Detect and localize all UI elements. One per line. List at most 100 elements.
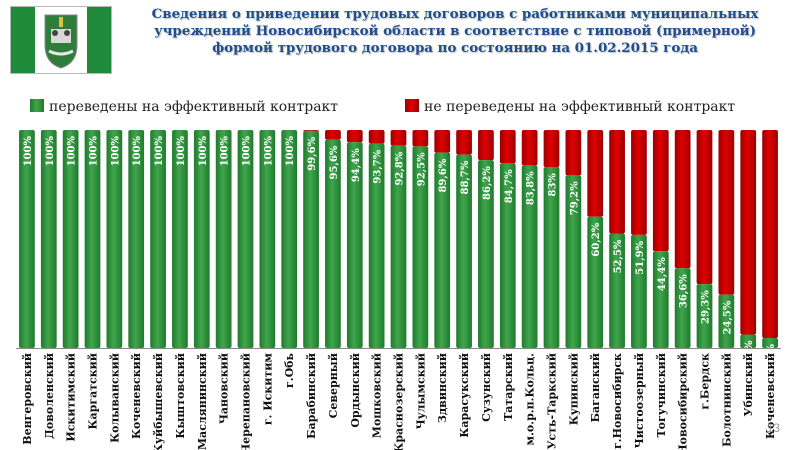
data-label: 29,3%: [701, 290, 712, 324]
data-label: 6,2%: [744, 340, 755, 367]
title-line-1: Сведения о приведении трудовых договоров…: [151, 6, 759, 22]
bar-converted: [652, 251, 669, 348]
data-label: 100%: [285, 136, 296, 167]
data-label: 94,4%: [351, 148, 362, 182]
bar-converted: [303, 130, 319, 348]
title-line-3: формой трудового договора по состоянию н…: [212, 40, 698, 56]
bar-converted: [740, 334, 757, 348]
bar-converted: [150, 130, 166, 348]
data-label: 84,7%: [504, 169, 515, 203]
data-label: 36,6%: [679, 274, 690, 308]
data-label: 24,5%: [722, 300, 733, 334]
data-label: 89,6%: [438, 158, 449, 192]
category-label: Ордынский: [349, 353, 362, 428]
legend-swatch-converted: [30, 99, 44, 112]
data-label: 100%: [45, 136, 56, 167]
bar-converted: [609, 233, 625, 348]
data-label: 44,4%: [657, 257, 668, 291]
bar-converted: [521, 165, 538, 348]
data-label: 100%: [242, 136, 253, 167]
data-label: 100%: [132, 136, 143, 167]
category-label: Краснозерский: [393, 353, 406, 450]
data-label: 100%: [198, 136, 209, 167]
category-label: Чановский: [218, 353, 231, 424]
category-label: Купинский: [567, 353, 580, 425]
category-label: Чулымский: [414, 353, 427, 429]
bar-not-converted: [434, 130, 451, 153]
bar-converted: [259, 130, 276, 348]
bar-not-converted: [368, 130, 385, 144]
data-label: 100%: [89, 136, 100, 167]
chart-bars: [19, 130, 778, 348]
bar-not-converted: [346, 130, 363, 143]
data-label: 99,6%: [307, 136, 318, 170]
bar-not-converted: [412, 130, 429, 147]
category-label: г.Новосибирск: [611, 353, 624, 449]
bar-converted: [368, 143, 385, 348]
bar-converted: [499, 163, 516, 348]
bar-not-converted: [565, 130, 582, 176]
legend-label-not-converted: не переведены на эффективный контракт: [424, 99, 735, 115]
bar-converted: [587, 216, 604, 348]
bar-not-converted: [740, 130, 757, 335]
bar-converted: [19, 130, 35, 348]
bar-converted: [434, 152, 451, 348]
bar-converted: [631, 234, 647, 348]
category-label: Колыванский: [108, 353, 121, 443]
data-label: 100%: [23, 136, 34, 167]
bar-not-converted: [718, 130, 735, 295]
data-label: 88,7%: [460, 160, 471, 194]
category-label: Искитимский: [65, 353, 78, 442]
data-label: 100%: [176, 136, 187, 167]
data-label: 100%: [220, 136, 231, 167]
data-label: 51,9%: [635, 240, 646, 274]
data-label: 83,8%: [526, 171, 537, 205]
bar-converted: [412, 146, 429, 348]
bar-converted: [346, 142, 363, 348]
bar-not-converted: [609, 130, 625, 234]
chart-x-axis: Венгеровский Доволенский Искитимский Каргат…: [16, 348, 781, 450]
category-label: Здвинский: [436, 353, 449, 423]
data-label: 60,2%: [591, 222, 602, 256]
bar-converted: [215, 130, 232, 348]
bar-converted: [84, 130, 101, 348]
category-label: Каргатский: [87, 353, 100, 429]
bar-not-converted: [652, 130, 669, 252]
category-label: Новосибирский: [677, 353, 690, 450]
category-label: г. Искитим: [261, 353, 274, 426]
data-label: 83%: [548, 173, 559, 197]
legend-swatch-not-converted: [405, 99, 419, 112]
bar-not-converted: [543, 130, 560, 168]
category-label: Черепановский: [240, 353, 253, 450]
bar-converted: [478, 160, 494, 348]
bar-converted: [696, 284, 713, 348]
category-label: Барабинский: [305, 353, 318, 439]
data-label: 100%: [154, 136, 165, 167]
category-label: Коченевский: [130, 353, 143, 439]
bar-not-converted: [303, 130, 319, 131]
bar-converted: [128, 130, 145, 348]
bar-not-converted: [478, 130, 494, 161]
category-label: г.Обь: [283, 352, 296, 387]
bar-converted: [40, 130, 57, 348]
title-line-2: учреждений Новосибирской области в соотв…: [154, 23, 756, 39]
category-label: Тогучинский: [655, 353, 668, 438]
bar-converted: [281, 130, 298, 348]
data-label: 100%: [67, 136, 78, 167]
category-label: Карасукский: [458, 353, 471, 438]
data-label: 4,6%: [766, 343, 777, 370]
chart-data-labels: 100% 100% 100% 100% 100% 100% 100% 100% 100% 100%…: [23, 136, 777, 371]
category-label: Усть-Таркский: [546, 353, 559, 449]
bar-converted: [325, 139, 341, 348]
slide-title: Сведения о приведении трудовых договоров…: [118, 6, 792, 57]
data-label: 79,2%: [569, 181, 580, 215]
chart-legend: переведены на эффективный контракт не пер…: [30, 99, 735, 115]
data-label: 95,6%: [329, 145, 340, 179]
data-label: 100%: [110, 136, 121, 167]
data-label: 92,8%: [395, 151, 406, 185]
category-label: м.о.р.п.Кольц.: [524, 353, 537, 445]
novosibirsk-region-flag-emblem: [10, 6, 112, 74]
category-label: Венгеровский: [21, 353, 34, 445]
bar-not-converted: [762, 130, 778, 338]
